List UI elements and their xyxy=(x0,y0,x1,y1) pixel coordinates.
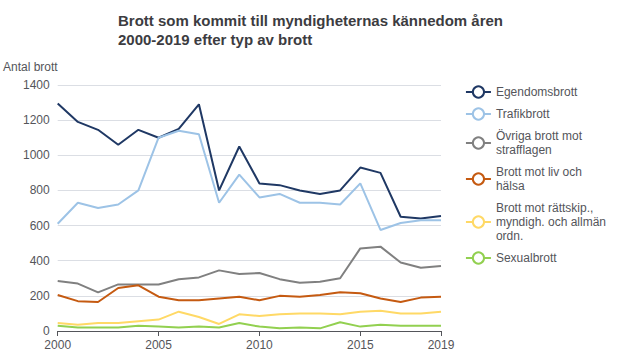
svg-text:2015: 2015 xyxy=(347,338,374,352)
svg-text:Egendomsbrott: Egendomsbrott xyxy=(496,85,578,99)
svg-text:2000: 2000 xyxy=(44,338,71,352)
svg-text:2000-2019 efter typ av brott: 2000-2019 efter typ av brott xyxy=(118,31,312,48)
svg-text:Sexualbrott: Sexualbrott xyxy=(496,251,557,265)
svg-text:Brott som kommit till myndighe: Brott som kommit till myndigheternas kän… xyxy=(118,12,503,29)
svg-text:Antal brott: Antal brott xyxy=(3,60,58,74)
svg-text:600: 600 xyxy=(30,219,50,233)
svg-text:1200: 1200 xyxy=(23,113,50,127)
svg-text:myndigh. och allmän: myndigh. och allmän xyxy=(496,215,606,229)
svg-text:2010: 2010 xyxy=(246,338,273,352)
svg-text:1000: 1000 xyxy=(23,148,50,162)
svg-text:Trafikbrott: Trafikbrott xyxy=(496,107,550,121)
svg-text:800: 800 xyxy=(30,183,50,197)
svg-text:ordn.: ordn. xyxy=(496,229,523,243)
svg-text:strafflagen: strafflagen xyxy=(496,143,552,157)
svg-text:400: 400 xyxy=(30,254,50,268)
svg-text:0: 0 xyxy=(43,324,50,338)
svg-text:Brott mot rättskip.,: Brott mot rättskip., xyxy=(496,201,593,215)
svg-text:200: 200 xyxy=(30,289,50,303)
svg-text:Brott mot liv och: Brott mot liv och xyxy=(496,165,582,179)
svg-text:1400: 1400 xyxy=(23,78,50,92)
svg-text:hälsa: hälsa xyxy=(496,179,525,193)
svg-text:Övriga brott mot: Övriga brott mot xyxy=(496,129,583,143)
svg-text:2005: 2005 xyxy=(145,338,172,352)
svg-text:2019: 2019 xyxy=(428,338,455,352)
